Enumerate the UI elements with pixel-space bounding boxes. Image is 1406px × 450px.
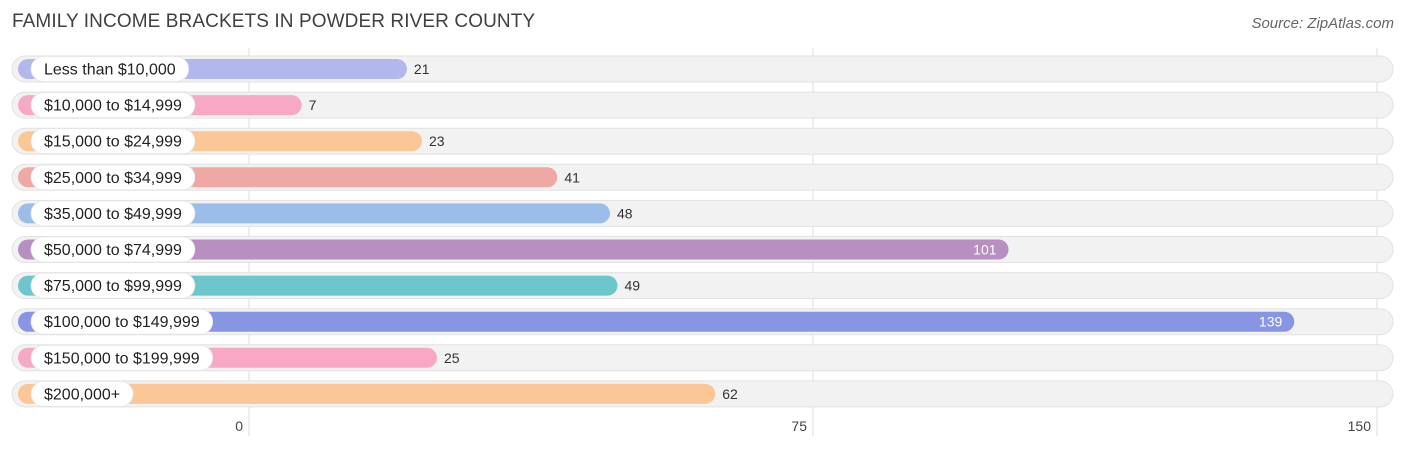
category-label-pill: [30, 236, 196, 263]
bar-row: Less than $10,000 21: [11, 55, 1394, 83]
category-label: $100,000 to $149,999: [44, 314, 200, 331]
bar-row: $75,000 to $99,999 49: [11, 272, 1394, 300]
category-label: $200,000+: [44, 386, 120, 403]
category-label: $35,000 to $49,999: [44, 206, 182, 223]
category-label: $25,000 to $34,999: [44, 170, 182, 187]
value-label: 139: [1259, 314, 1283, 330]
value-label: 48: [617, 205, 633, 221]
bar-row: $150,000 to $199,999 25: [11, 344, 1394, 372]
value-label: 101: [973, 242, 997, 258]
source-label: Source: ZipAtlas.com: [1251, 15, 1394, 32]
bar-row: $35,000 to $49,999 48: [11, 199, 1394, 227]
category-label-pill: [30, 308, 214, 335]
category-label-pill: [30, 200, 196, 227]
chart-title: FAMILY INCOME BRACKETS IN POWDER RIVER C…: [12, 11, 536, 32]
bar-row: $10,000 to $14,999 7: [11, 91, 1394, 119]
category-label-pill: [30, 92, 196, 118]
category-label-pill: [30, 272, 196, 299]
bar-track: [11, 91, 1394, 119]
category-label-pill: [30, 56, 190, 82]
bar-row: $100,000 to $149,999 139: [11, 308, 1394, 336]
category-label-pill: [30, 380, 134, 407]
x-axis: 0 75 150: [235, 418, 1371, 434]
category-label-pill: [30, 344, 214, 371]
category-label: $50,000 to $74,999: [44, 242, 182, 259]
x-tick-label: 0: [235, 418, 243, 434]
bar: [18, 311, 1295, 332]
category-label: $150,000 to $199,999: [44, 350, 200, 367]
bar-rows: Less than $10,000 21$10,000 to $14,999 7$1…: [11, 55, 1394, 408]
bar-row: $50,000 to $74,999 101: [11, 236, 1394, 263]
category-label-pill: [30, 164, 196, 191]
value-label: 62: [722, 386, 738, 402]
category-label-pill: [30, 128, 196, 155]
category-label: Less than $10,000: [44, 62, 176, 79]
category-label: $15,000 to $24,999: [44, 134, 182, 151]
value-label: 21: [414, 61, 430, 77]
value-label: 23: [429, 133, 445, 149]
value-label: 7: [309, 97, 317, 113]
bar-row: $15,000 to $24,999 23: [11, 127, 1394, 155]
value-label: 25: [444, 350, 460, 366]
x-tick-label: 75: [791, 418, 807, 434]
x-tick-label: 150: [1348, 418, 1372, 434]
bar: [18, 383, 716, 404]
category-label: $75,000 to $99,999: [44, 278, 182, 295]
bar: [18, 239, 1009, 260]
bar-row: $200,000+ 62: [11, 380, 1394, 408]
value-label: 41: [564, 169, 580, 185]
bar-row: $25,000 to $34,999 41: [11, 163, 1394, 191]
value-label: 49: [624, 278, 640, 294]
category-label: $10,000 to $14,999: [44, 98, 182, 115]
